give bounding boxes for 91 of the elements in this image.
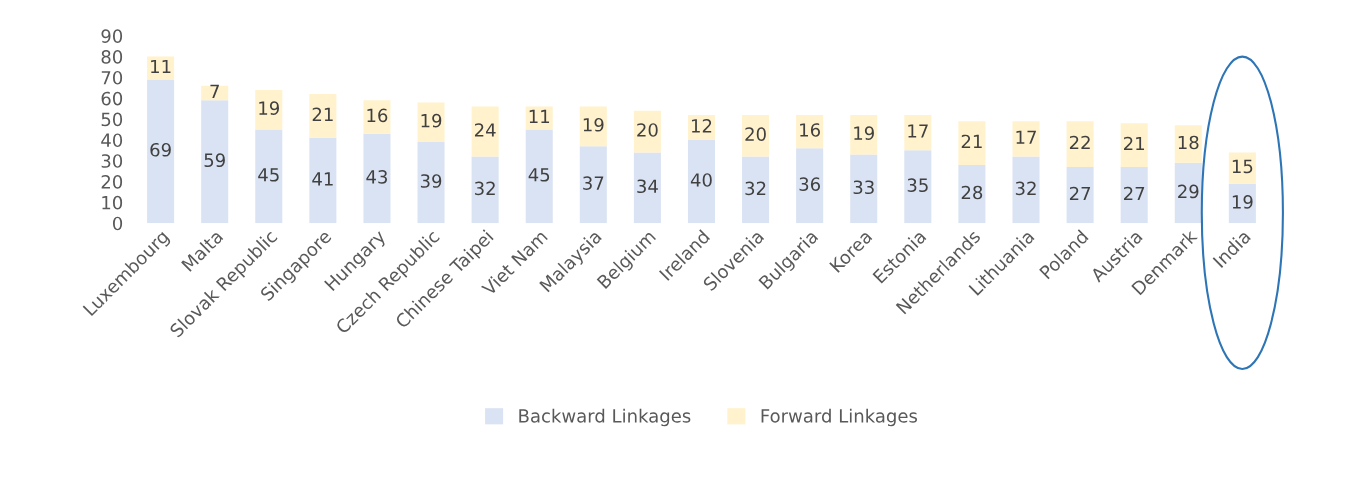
data-label: 15: [1232, 159, 1253, 174]
data-label: 34: [637, 179, 658, 194]
data-label: 27: [1069, 186, 1091, 201]
data-label: 45: [528, 168, 550, 182]
data-label: 7: [210, 84, 219, 99]
bar: [525, 129, 553, 224]
data-label: 20: [745, 127, 766, 141]
bar: [471, 156, 499, 224]
bar: [1066, 121, 1094, 167]
data-label: 19: [421, 113, 442, 128]
bar: [1066, 167, 1094, 224]
y-tick-label: 70: [101, 70, 123, 85]
bar: [1120, 123, 1148, 167]
data-label: 16: [367, 108, 388, 123]
data-label: 41: [312, 172, 333, 186]
data-label: 21: [312, 107, 333, 121]
bar: [309, 94, 337, 138]
data-label: 69: [150, 142, 171, 157]
legend-label: Forward Linkages: [761, 408, 918, 427]
data-label: 12: [691, 119, 712, 133]
data-label: 24: [474, 123, 496, 137]
data-label: 33: [853, 180, 874, 195]
bar: [687, 139, 715, 224]
data-label: 43: [366, 170, 387, 184]
bar: [417, 102, 445, 142]
bar: [201, 85, 229, 101]
bar: [417, 142, 445, 224]
bar: [904, 114, 932, 151]
bar: [1012, 156, 1040, 224]
data-label: 19: [259, 101, 279, 115]
bar: [1228, 152, 1256, 184]
bar: [742, 114, 770, 157]
data-label: 32: [475, 181, 495, 196]
data-label: 37: [583, 176, 604, 190]
data-label: 28: [961, 185, 983, 200]
bar: [850, 114, 878, 155]
data-label: 40: [690, 173, 712, 187]
bar: [579, 106, 607, 147]
y-tick-label: 90: [101, 29, 123, 43]
data-label: 19: [1232, 195, 1253, 209]
bar: [579, 146, 607, 224]
bar: [201, 100, 229, 224]
bar: [742, 156, 770, 224]
bar: [471, 106, 499, 157]
data-label: 29: [1178, 184, 1199, 199]
data-label: 16: [800, 123, 821, 137]
bar: [1228, 183, 1256, 224]
y-tick-label: 30: [101, 154, 123, 168]
bar: [958, 164, 986, 224]
data-label: 59: [204, 153, 225, 168]
bar: [958, 121, 986, 165]
data-label: 39: [420, 174, 442, 188]
bar: [850, 154, 878, 224]
bar: [1120, 167, 1148, 224]
data-label: 11: [151, 59, 171, 74]
bar: [363, 100, 391, 134]
bar: [796, 148, 824, 224]
bar: [1174, 162, 1202, 224]
bar: [904, 150, 932, 224]
data-label: 36: [799, 177, 821, 191]
bar: [1012, 121, 1040, 157]
legend-label: Backward Linkages: [519, 408, 691, 427]
y-tick-label: 80: [101, 50, 123, 64]
data-label: 20: [637, 123, 658, 137]
data-label: 21: [1124, 136, 1144, 151]
data-label: 18: [1178, 135, 1199, 150]
data-label: 11: [529, 109, 550, 124]
y-tick-label: 50: [101, 112, 123, 127]
data-label: 22: [1069, 135, 1090, 150]
data-label: 21: [961, 134, 982, 149]
data-label: 17: [908, 124, 928, 138]
data-label: 19: [854, 126, 874, 140]
y-tick-label: 40: [101, 133, 123, 148]
bar: [255, 89, 283, 130]
y-tick-label: 0: [113, 216, 123, 231]
bar: [255, 129, 283, 224]
data-label: 19: [583, 117, 604, 132]
bar: [1174, 125, 1202, 163]
bar: [633, 152, 661, 224]
bar: [309, 137, 337, 224]
data-label: 32: [1015, 181, 1036, 196]
bar: [147, 79, 175, 224]
data-label: 45: [258, 168, 279, 182]
y-tick-label: 10: [102, 195, 123, 210]
data-label: 32: [745, 181, 766, 196]
y-tick-label: 20: [101, 175, 123, 189]
data-label: 27: [1124, 186, 1145, 201]
y-tick-label: 60: [101, 91, 123, 106]
data-label: 17: [1016, 130, 1036, 144]
bar: [363, 133, 391, 224]
data-label: 35: [907, 178, 928, 193]
